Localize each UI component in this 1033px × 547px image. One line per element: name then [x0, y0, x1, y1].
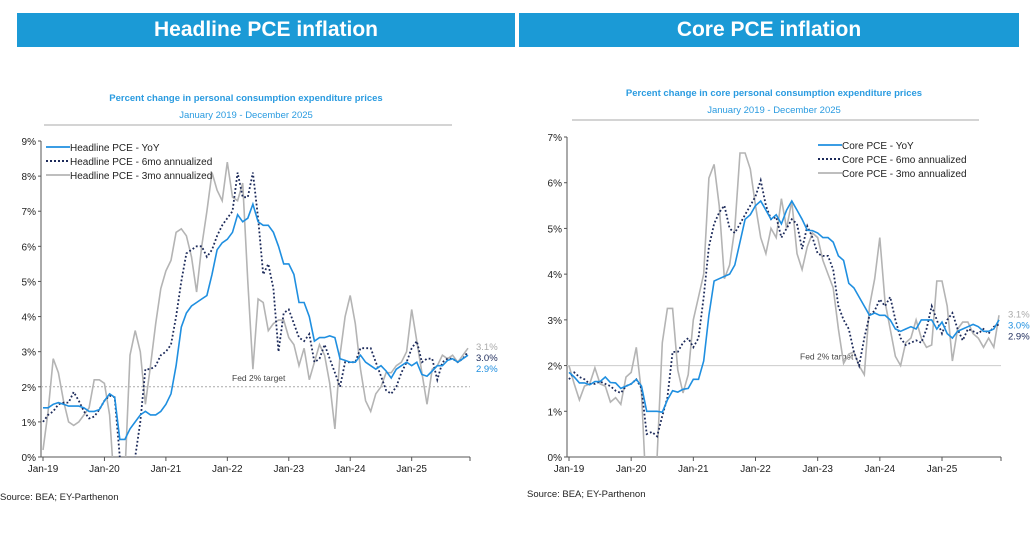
y-tick-label: 3%	[22, 348, 37, 359]
x-tick-label: Jan-19	[554, 464, 585, 475]
x-tick-label: Jan-22	[740, 464, 771, 475]
chart-subtitle: January 2019 - December 2025	[707, 105, 841, 116]
source-note-left: Source: BEA; EY-Parthenon	[0, 492, 119, 503]
x-tick-label: Jan-21	[678, 464, 709, 475]
y-tick-label: 2%	[22, 383, 37, 394]
y-tick-label: 5%	[548, 224, 563, 235]
y-tick-label: 5%	[22, 277, 37, 288]
x-tick-label: Jan-24	[335, 464, 366, 475]
series-line-3mo	[568, 152, 1000, 457]
fed-target-label: Fed 2% target	[800, 352, 854, 362]
end-label-yoy: 2.9%	[476, 364, 498, 375]
series-line-6mo	[568, 176, 1000, 439]
headline-pce-header: Headline PCE inflation	[17, 13, 515, 47]
y-tick-label: 7%	[548, 133, 563, 144]
y-tick-label: 3%	[548, 316, 563, 327]
x-tick-label: Jan-25	[396, 464, 427, 475]
y-tick-label: 9%	[22, 137, 37, 148]
legend-label: Core PCE - YoY	[842, 141, 914, 152]
y-tick-label: 6%	[548, 179, 563, 190]
chart-title: Percent change in personal consumption e…	[109, 93, 382, 104]
y-tick-label: 2%	[548, 362, 563, 373]
y-tick-label: 8%	[22, 172, 37, 183]
series-line-yoy	[43, 201, 469, 441]
y-tick-label: 0%	[22, 453, 37, 464]
y-tick-label: 4%	[548, 270, 563, 281]
chart-title: Percent change in core personal consumpt…	[626, 88, 922, 99]
legend-label: Headline PCE - YoY	[70, 143, 160, 154]
legend-label: Headline PCE - 3mo annualized	[70, 171, 212, 182]
y-tick-label: 1%	[22, 418, 37, 429]
headline-pce-chart: Percent change in personal consumption e…	[22, 93, 499, 475]
source-note-right: Source: BEA; EY-Parthenon	[527, 489, 646, 500]
y-tick-label: 6%	[22, 242, 37, 253]
x-tick-label: Jan-25	[927, 464, 958, 475]
series-line-3mo	[42, 161, 469, 457]
end-label-3mo: 3.1%	[476, 342, 498, 353]
x-tick-label: Jan-24	[865, 464, 896, 475]
fed-target-label: Fed 2% target	[232, 373, 286, 383]
x-tick-label: Jan-23	[273, 464, 304, 475]
x-tick-label: Jan-19	[28, 464, 59, 475]
core-pce-chart: Percent change in core personal consumpt…	[548, 88, 1031, 475]
x-tick-label: Jan-20	[616, 464, 647, 475]
x-tick-label: Jan-20	[89, 464, 120, 475]
x-tick-label: Jan-22	[212, 464, 243, 475]
x-tick-label: Jan-21	[151, 464, 182, 475]
x-tick-label: Jan-23	[802, 464, 833, 475]
series-line-yoy	[568, 199, 1000, 414]
end-label-yoy: 3.0%	[1008, 320, 1030, 331]
y-tick-label: 1%	[548, 407, 563, 418]
end-label-6mo: 2.9%	[1008, 331, 1030, 342]
legend-label: Core PCE - 3mo annualized	[842, 169, 967, 180]
end-label-6mo: 3.0%	[476, 353, 498, 364]
chart-subtitle: January 2019 - December 2025	[179, 110, 313, 121]
legend-label: Core PCE - 6mo annualized	[842, 155, 967, 166]
end-label-3mo: 3.1%	[1008, 309, 1030, 320]
y-tick-label: 0%	[548, 453, 563, 464]
legend-label: Headline PCE - 6mo annualized	[70, 157, 212, 168]
core-pce-header: Core PCE inflation	[519, 13, 1019, 47]
y-tick-label: 7%	[22, 207, 37, 218]
y-tick-label: 4%	[22, 313, 37, 324]
